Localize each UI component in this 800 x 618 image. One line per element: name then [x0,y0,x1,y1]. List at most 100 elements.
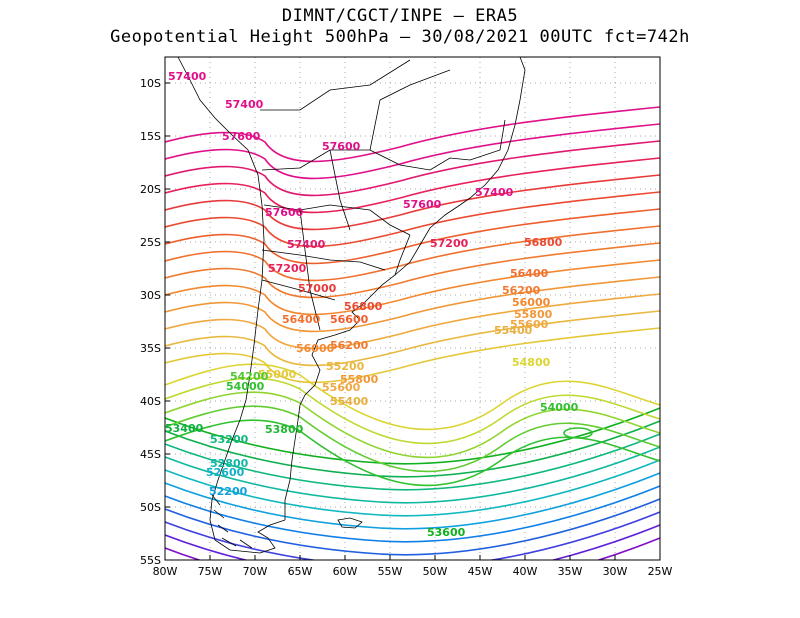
contour-label-layer: 57400 57400 57600 57600 57600 57600 57400 57400… [165,70,579,539]
closed-low-contour [563,427,593,439]
contour-line [165,174,660,231]
contour-label: 57400 [475,186,514,199]
contour-line [165,293,660,350]
contour-label: 54000 [226,380,265,393]
lon-tick-label: 75W [198,565,223,578]
contour-label: 55200 [326,360,365,373]
contour-label: 56800 [344,300,383,313]
contour-line [165,524,660,560]
lon-tick-label: 25W [648,565,673,578]
contour-label: 56400 [282,313,321,326]
contour-label: 57600 [265,206,304,219]
contour-line [165,433,660,491]
contour-line [165,225,660,282]
contour-label: 53400 [165,422,204,435]
axis-ticks: 80W 75W 70W 65W 60W 55W 50W 45W 40W 35W 30W 25W 10S 1… [140,77,673,578]
contour-label: 55000 [258,368,297,381]
contour-label: 53200 [210,433,249,446]
plot-frame [164,56,661,561]
contour-label: 55400 [330,395,369,408]
contour-label: 56200 [502,284,541,297]
contour-label: 53600 [427,526,466,539]
contour-line [165,259,660,316]
contour-label: 56000 [296,342,335,355]
contour-line [165,363,660,431]
contour-line [165,391,660,459]
lat-tick-label: 55S [140,554,161,567]
contour-line [165,459,660,517]
lat-tick-label: 15S [140,130,161,143]
contour-label: 56200 [330,339,369,352]
contour-line [165,276,660,333]
contour-lines [165,106,660,560]
contour-line [165,420,660,478]
contour-label: 57600 [322,140,361,153]
contour-label: 52800 [210,457,249,470]
lat-tick-label: 30S [140,289,161,302]
contour-line [165,472,660,530]
contour-label: 57400 [287,238,326,251]
contour-label: 54200 [230,370,269,383]
lon-tick-label: 50W [423,565,448,578]
contour-line [165,537,660,560]
contour-line [165,327,660,384]
lat-tick-label: 40S [140,395,161,408]
chile-islands [211,494,253,549]
lon-tick-label: 55W [378,565,403,578]
contour-label: 56600 [330,313,369,326]
contour-line [165,208,660,265]
contour-label: 57600 [403,198,442,211]
lat-tick-label: 35S [140,342,161,355]
contour-label: 56000 [512,296,551,309]
falkland-islands [337,517,363,529]
contour-label: 57600 [222,130,261,143]
contour-label: 56400 [510,267,549,280]
lon-tick-label: 65W [288,565,313,578]
lon-tick-label: 45W [468,565,493,578]
contour-line [165,123,660,180]
contour-label: 55400 [494,324,533,337]
contour-line [165,498,660,556]
lon-tick-label: 30W [603,565,628,578]
contour-label: 54800 [512,356,551,369]
contour-line [165,310,660,367]
contour-label: 55800 [514,308,553,321]
lat-tick-label: 45S [140,448,161,461]
contour-label: 53800 [265,423,304,436]
coastline-borders [177,57,526,554]
contour-label: 56800 [524,236,563,249]
contour-label: 55600 [510,318,549,331]
contour-label: 57200 [430,237,469,250]
coastline-west [177,57,286,554]
contour-label: 55600 [322,381,361,394]
coastline-east [284,57,526,520]
chart-title-line1: DIMNT/CGCT/INPE – ERA5 [281,6,519,26]
contour-label: 52600 [206,466,245,479]
contour-label: 57000 [298,282,337,295]
contour-line [165,242,660,299]
contour-label: 52200 [209,485,248,498]
contour-line [165,485,660,543]
lon-tick-label: 80W [153,565,178,578]
lat-tick-label: 10S [140,77,161,90]
contour-label: 57200 [268,262,307,275]
lat-tick-label: 25S [140,236,161,249]
contour-label: 54000 [540,401,579,414]
contour-line [165,405,660,473]
contour-label: 57400 [225,98,264,111]
chart-title-line2: Geopotential Height 500hPa – 30/08/2021 … [110,27,690,47]
lon-tick-label: 40W [513,565,538,578]
contour-line [165,377,660,445]
contour-line [165,446,660,504]
contour-label: 55800 [340,373,379,386]
contour-line [165,191,660,248]
contour-line [165,140,660,197]
lon-tick-label: 60W [333,565,358,578]
lat-tick-label: 50S [140,501,161,514]
lat-tick-label: 20S [140,183,161,196]
borders-interior [260,59,506,331]
contour-line [165,511,660,560]
contour-label: 57400 [168,70,207,83]
contour-line [165,106,660,163]
